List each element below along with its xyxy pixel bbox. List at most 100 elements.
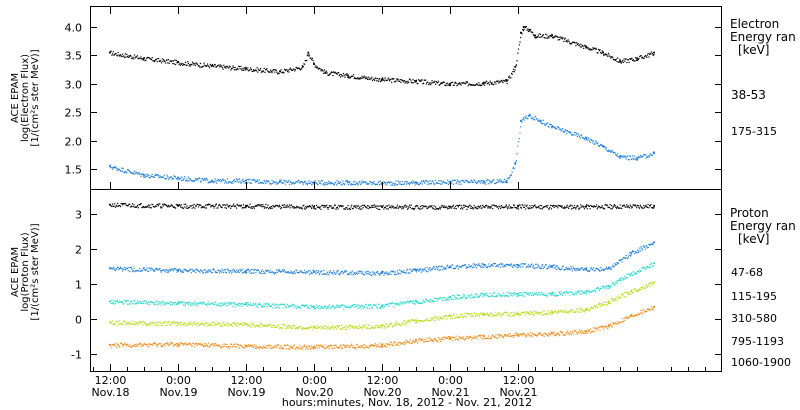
proton-series-3-sample <box>590 291 592 293</box>
electron-series-1-sample <box>143 59 145 61</box>
proton-series-3-sample <box>625 277 627 279</box>
proton-series-5-sample <box>139 342 141 344</box>
electron-series-2-sample <box>438 183 440 185</box>
proton-series-3-point <box>245 303 247 306</box>
proton-series-2-sample <box>587 270 589 272</box>
electron-series-2-sample <box>582 137 584 139</box>
electron-series-1-sample <box>432 82 434 84</box>
proton-series-4-sample <box>520 313 522 315</box>
electron-series-1-sample <box>124 53 126 55</box>
electron-series-1-sample <box>236 69 238 71</box>
proton-series-2-sample <box>437 266 440 268</box>
proton-series-4-sample <box>187 323 190 325</box>
proton-series-4-sample <box>377 326 379 328</box>
electron-series-2-sample <box>455 183 457 185</box>
proton-series-3-sample <box>561 293 563 295</box>
proton-series-4-sample <box>207 325 209 327</box>
proton-series-5-sample <box>174 344 176 346</box>
proton-series-3-sample <box>566 291 568 293</box>
electron-series-1-sample <box>350 75 352 77</box>
electron-series-1-sample <box>272 69 274 71</box>
electron-series-1-sample <box>479 84 481 87</box>
electron-series-2-sample <box>160 176 162 178</box>
electron-series-1-sample <box>321 69 323 71</box>
proton-series-2-sample <box>491 264 493 266</box>
electron-series-1-sample <box>411 82 413 84</box>
proton-series-4-sample <box>155 323 157 325</box>
electron-series-2-point <box>520 119 522 122</box>
proton-series-1-sample <box>260 204 263 206</box>
proton-series-5-sample <box>154 342 156 345</box>
proton-series-3-sample <box>281 303 283 305</box>
proton-series-3-sample <box>513 292 515 295</box>
proton-series-1-sample <box>238 205 240 207</box>
electron-series-1-sample <box>348 76 350 78</box>
proton-series-3-sample <box>477 296 479 298</box>
proton-series-4-sample <box>374 326 376 328</box>
proton-series-1-sample <box>231 205 233 207</box>
proton-series-2-sample <box>205 271 207 273</box>
electron-series-1-sample <box>236 67 238 69</box>
proton-series-5-sample <box>137 345 139 347</box>
proton-series-3-sample <box>247 302 249 304</box>
proton-series-5-sample <box>190 345 192 347</box>
proton-series-2-sample <box>202 272 205 274</box>
proton-series-2-sample <box>166 271 168 273</box>
electron-y-label-line-2: log(Electron Flux) <box>20 54 31 142</box>
proton-series-3-sample <box>129 301 132 303</box>
electron-series-1-sample <box>384 77 386 79</box>
proton-series-4-sample <box>314 327 316 329</box>
electron-series-2-sample <box>216 182 218 184</box>
proton-series-4-sample <box>481 313 483 315</box>
proton-series-5-sample <box>278 347 280 349</box>
proton-series-1-sample <box>603 207 606 210</box>
proton-series-5-sample <box>136 345 138 347</box>
electron-series-2-sample <box>607 150 609 152</box>
electron-series-1-sample <box>624 58 627 60</box>
proton-series-1-sample <box>139 204 141 206</box>
electron-series-1-sample <box>180 63 182 65</box>
proton-series-5-sample <box>263 345 265 347</box>
electron-series-1-sample <box>333 72 335 74</box>
proton-series-1-sample <box>360 205 362 207</box>
proton-series-5-sample <box>210 344 212 346</box>
proton-series-1-sample <box>638 207 641 209</box>
electron-series-1-sample <box>187 61 189 63</box>
proton-series-2-sample <box>348 272 350 274</box>
proton-series-1-sample <box>526 204 528 206</box>
proton-series-1-sample <box>127 204 129 206</box>
proton-series-2-sample <box>530 266 532 268</box>
proton-series-4-sample <box>142 324 144 326</box>
proton-series-1-sample <box>468 205 470 207</box>
proton-series-2-sample <box>578 269 580 271</box>
electron-y-axis: 1.52.02.53.03.54.0 <box>65 22 722 177</box>
proton-series-3-sample <box>252 304 254 306</box>
proton-series-1-sample <box>275 204 278 207</box>
proton-series-2-sample <box>377 272 379 274</box>
proton-series-4-sample <box>552 313 554 315</box>
proton-series-2-sample <box>474 265 476 267</box>
proton-series-3-sample <box>644 269 646 271</box>
proton-series-4-sample <box>111 323 113 325</box>
proton-series-4-sample <box>481 312 483 314</box>
proton-series-4-sample <box>278 324 280 326</box>
electron-series-1-sample <box>267 71 269 73</box>
proton-series-4-sample <box>539 311 541 314</box>
proton-series-4-sample <box>461 313 463 316</box>
electron-series-2-sample <box>406 181 408 183</box>
proton-series-2-sample <box>539 267 542 269</box>
electron-series-1-sample <box>160 62 163 64</box>
proton-series-3-sample <box>589 291 591 293</box>
proton-series-3-sample <box>238 302 240 304</box>
proton-series-4-sample <box>195 323 197 325</box>
proton-series-3-sample <box>356 305 358 307</box>
proton-series-1-sample <box>342 205 344 207</box>
electron-series-2-point <box>585 137 587 139</box>
proton-series-5-sample <box>233 343 235 345</box>
proton-series-2-sample <box>241 272 243 274</box>
proton-series-1-sample <box>250 207 252 209</box>
proton-series-1-sample <box>303 207 306 209</box>
proton-series-1-sample <box>117 205 119 207</box>
proton-series-2-sample <box>643 245 645 247</box>
proton-series-5-sample <box>132 345 134 347</box>
